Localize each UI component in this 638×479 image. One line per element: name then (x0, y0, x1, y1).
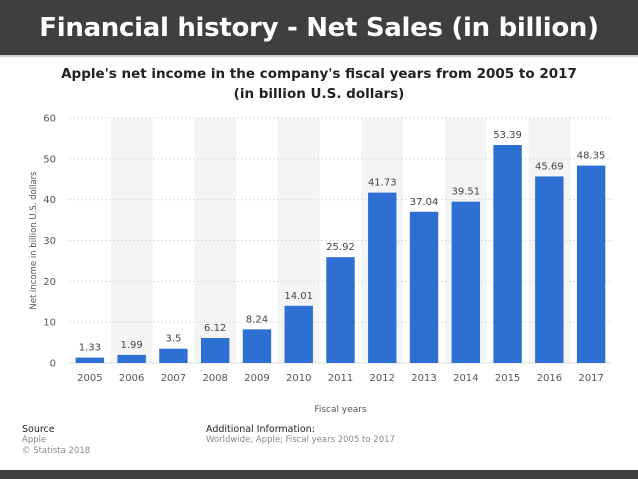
x-tick-label: 2006 (119, 373, 144, 384)
y-tick-label: 20 (43, 277, 56, 288)
data-label: 3.5 (165, 334, 181, 345)
bar-2010 (284, 305, 313, 363)
y-tick-label: 0 (50, 359, 56, 370)
bar-2015 (493, 144, 522, 363)
header-bar: Financial history - Net Sales (in billio… (0, 0, 638, 57)
source-name: Apple (22, 435, 47, 445)
data-label: 39.51 (451, 187, 480, 198)
source-heading: Source (22, 424, 55, 435)
bar-2012 (368, 192, 397, 363)
y-tick-label: 30 (43, 236, 56, 247)
chart-subtitle: (in billion U.S. dollars) (233, 86, 405, 102)
x-tick-label: 2007 (161, 373, 186, 384)
bar-2007 (159, 348, 188, 363)
data-label: 45.69 (535, 161, 564, 172)
y-axis-title: Net income in billion U.S. dollars (29, 171, 39, 310)
slide-title: Financial history - Net Sales (in billio… (39, 12, 599, 43)
info-heading: Additional Information: (206, 424, 315, 435)
data-label: 48.35 (577, 151, 606, 162)
info-text: Worldwide; Apple; Fiscal years 2005 to 2… (206, 435, 395, 445)
data-label: 37.04 (410, 197, 439, 208)
data-label: 1.99 (121, 340, 143, 351)
y-tick-label: 60 (43, 114, 56, 125)
chart-title: Apple's net income in the company's fisc… (61, 66, 577, 82)
x-tick-label: 2017 (578, 373, 603, 384)
data-label: 8.24 (246, 314, 268, 325)
bar-2006 (117, 354, 146, 363)
chart-title-block: Apple's net income in the company's fisc… (0, 64, 638, 104)
bar-2016 (535, 176, 564, 363)
x-axis-title: Fiscal years (314, 405, 367, 415)
data-label: 25.92 (326, 242, 355, 253)
bar-2013 (409, 211, 439, 363)
bar-2009 (242, 329, 272, 363)
x-tick-label: 2009 (244, 373, 269, 384)
x-tick-label: 2014 (453, 373, 478, 384)
x-tick-label: 2010 (286, 373, 311, 384)
source-copyright: © Statista 2018 (22, 446, 91, 456)
x-tick-label: 2005 (77, 373, 102, 384)
data-label: 6.12 (204, 323, 226, 334)
x-tick-label: 2016 (537, 373, 562, 384)
data-label: 1.33 (79, 343, 101, 354)
source-block: Source Apple © Statista 2018 (22, 424, 90, 457)
data-label: 41.73 (368, 178, 397, 189)
additional-info-block: Additional Information: Worldwide; Apple… (206, 424, 395, 446)
bottom-bar (0, 470, 638, 479)
bar-2005 (75, 357, 105, 363)
x-tick-label: 2008 (202, 373, 227, 384)
y-tick-label: 50 (43, 154, 56, 165)
y-tick-label: 10 (43, 318, 56, 329)
bar-chart: 0 10 20 30 40 50 60 1.33 2005 1.99 2006 3.5 2007 6.12… (29, 114, 612, 415)
bar-2017 (576, 165, 606, 363)
bar-2014 (451, 201, 481, 363)
x-tick-label: 2015 (495, 373, 520, 384)
y-tick-label: 40 (43, 195, 56, 206)
x-tick-label: 2012 (370, 373, 395, 384)
x-tick-label: 2011 (328, 373, 353, 384)
data-label: 14.01 (284, 291, 313, 302)
bar-2008 (200, 338, 230, 363)
x-tick-label: 2013 (411, 373, 436, 384)
data-label: 53.39 (493, 130, 522, 141)
bar-2011 (326, 257, 355, 363)
